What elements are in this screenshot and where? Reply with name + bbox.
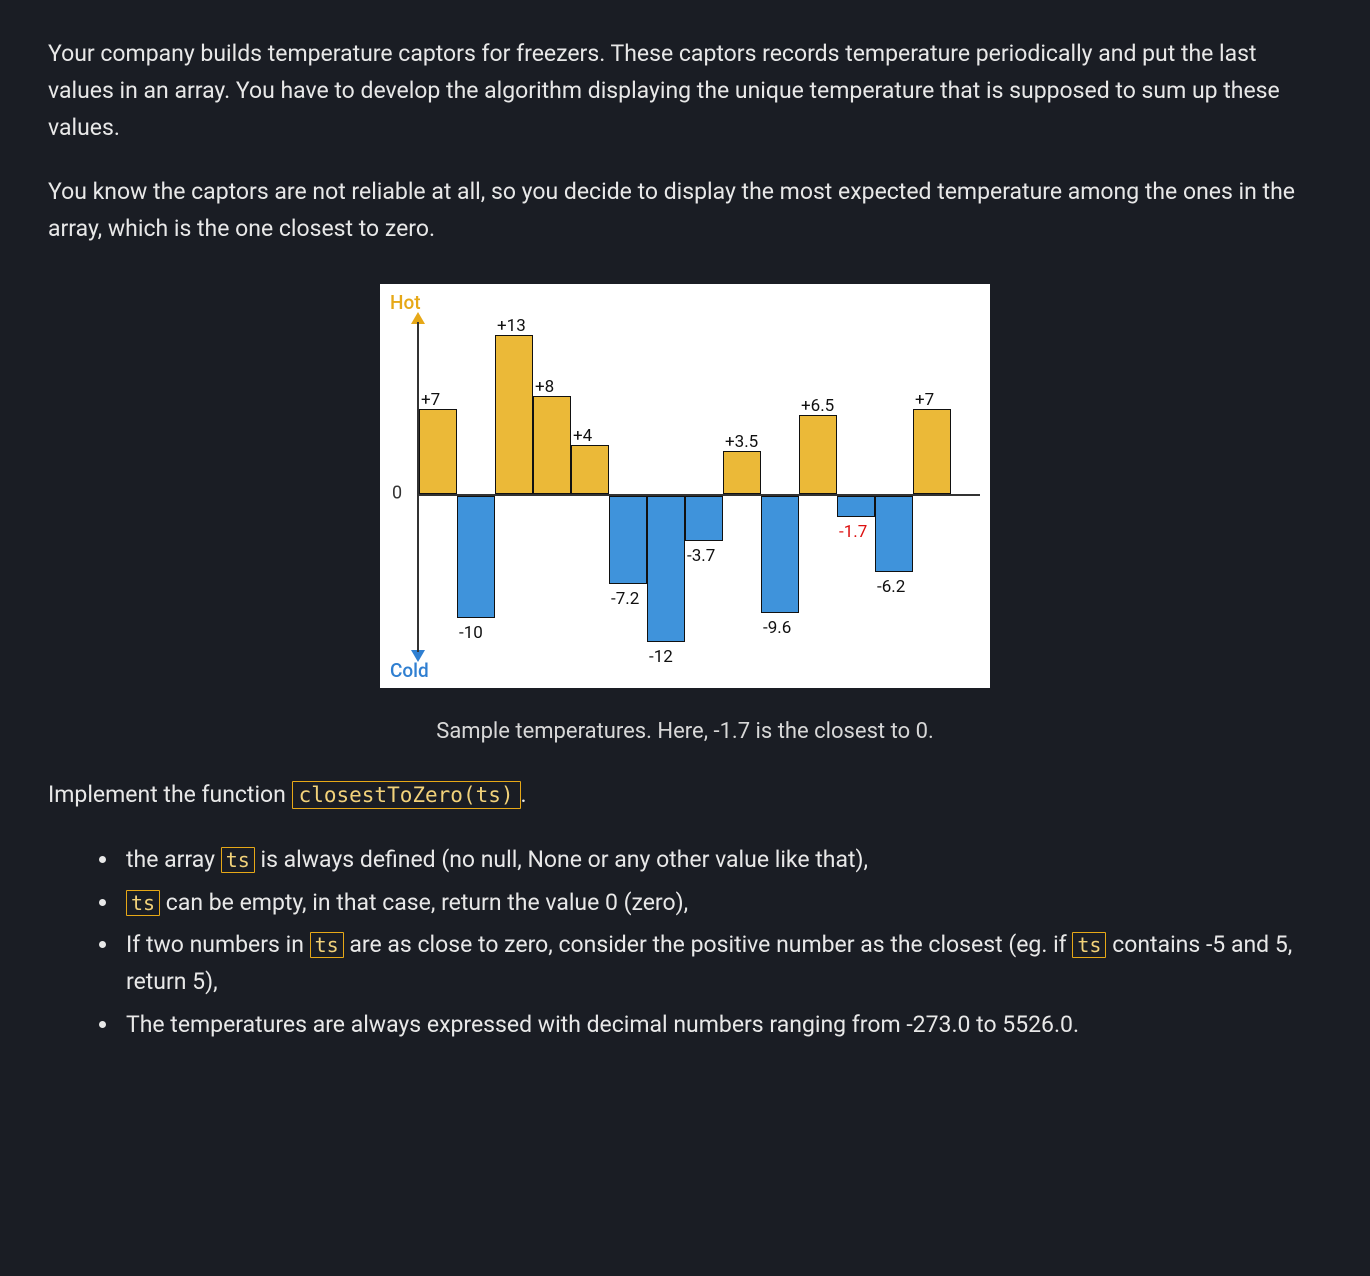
chart-bar [609, 496, 647, 584]
rule-code: ts [221, 847, 255, 873]
chart-bar [647, 496, 685, 642]
chart-bar-label: -9.6 [763, 615, 791, 642]
chart-bar [799, 415, 837, 494]
chart-bar-label: +8 [535, 374, 554, 401]
implement-line: Implement the function closestToZero(ts)… [48, 777, 1322, 814]
rule-text: the array [126, 846, 221, 873]
chart-bar-label: -12 [649, 644, 673, 671]
chart-bar [685, 496, 723, 541]
rule-item: the array ts is always defined (no null,… [120, 842, 1322, 879]
chart-caption: Sample temperatures. Here, -1.7 is the c… [48, 714, 1322, 749]
chart-bar-label: +7 [915, 387, 934, 414]
chart-bar-label: -7.2 [611, 586, 639, 613]
chart-bar [875, 496, 913, 572]
chart-bar-label: +7 [421, 387, 440, 414]
rule-text: are as close to zero, consider the posit… [344, 931, 1073, 958]
chart-bar-label: -6.2 [877, 574, 905, 601]
chart-bar [457, 496, 495, 618]
rule-code: ts [310, 932, 344, 958]
chart-bar [913, 409, 951, 494]
rule-item: The temperatures are always expressed wi… [120, 1007, 1322, 1044]
rule-code: ts [1072, 932, 1106, 958]
rule-text: The temperatures are always expressed wi… [126, 1011, 1079, 1038]
zero-label: 0 [392, 480, 402, 509]
chart-figure: Hot Cold 0+7-10+13+8+4-7.2-12-3.7+3.5-9.… [48, 284, 1322, 749]
rule-item: If two numbers in ts are as close to zer… [120, 927, 1322, 1001]
rule-text: can be empty, in that case, return the v… [160, 889, 688, 916]
chart-bar [761, 496, 799, 613]
chart-bar-label: +4 [573, 423, 592, 450]
rules-list: the array ts is always defined (no null,… [120, 842, 1322, 1044]
chart-bar-label: -3.7 [687, 543, 715, 570]
rule-item: ts can be empty, in that case, return th… [120, 885, 1322, 922]
chart-bar [533, 396, 571, 494]
intro-paragraph-2: You know the captors are not reliable at… [48, 174, 1322, 248]
chart-bar [837, 496, 875, 517]
chart-bar-label: +6.5 [801, 393, 834, 420]
rule-code: ts [126, 890, 160, 916]
chart-bar-label: +3.5 [725, 429, 758, 456]
chart-bar [723, 451, 761, 494]
chart-bar-label: -10 [459, 620, 483, 647]
chart-bar [571, 445, 609, 494]
chart-bar-label: -1.7 [839, 519, 867, 546]
function-signature-code: closestToZero(ts) [292, 781, 521, 809]
chart-bar [495, 335, 533, 494]
implement-prefix: Implement the function [48, 781, 292, 808]
intro-paragraph-1: Your company builds temperature captors … [48, 36, 1322, 146]
chart-bar [419, 409, 457, 494]
rule-text: is always defined (no null, None or any … [255, 846, 868, 873]
implement-suffix: . [521, 781, 527, 808]
chart-bar-label: +13 [497, 313, 526, 340]
temperature-chart: Hot Cold 0+7-10+13+8+4-7.2-12-3.7+3.5-9.… [380, 284, 990, 688]
rule-text: If two numbers in [126, 931, 310, 958]
